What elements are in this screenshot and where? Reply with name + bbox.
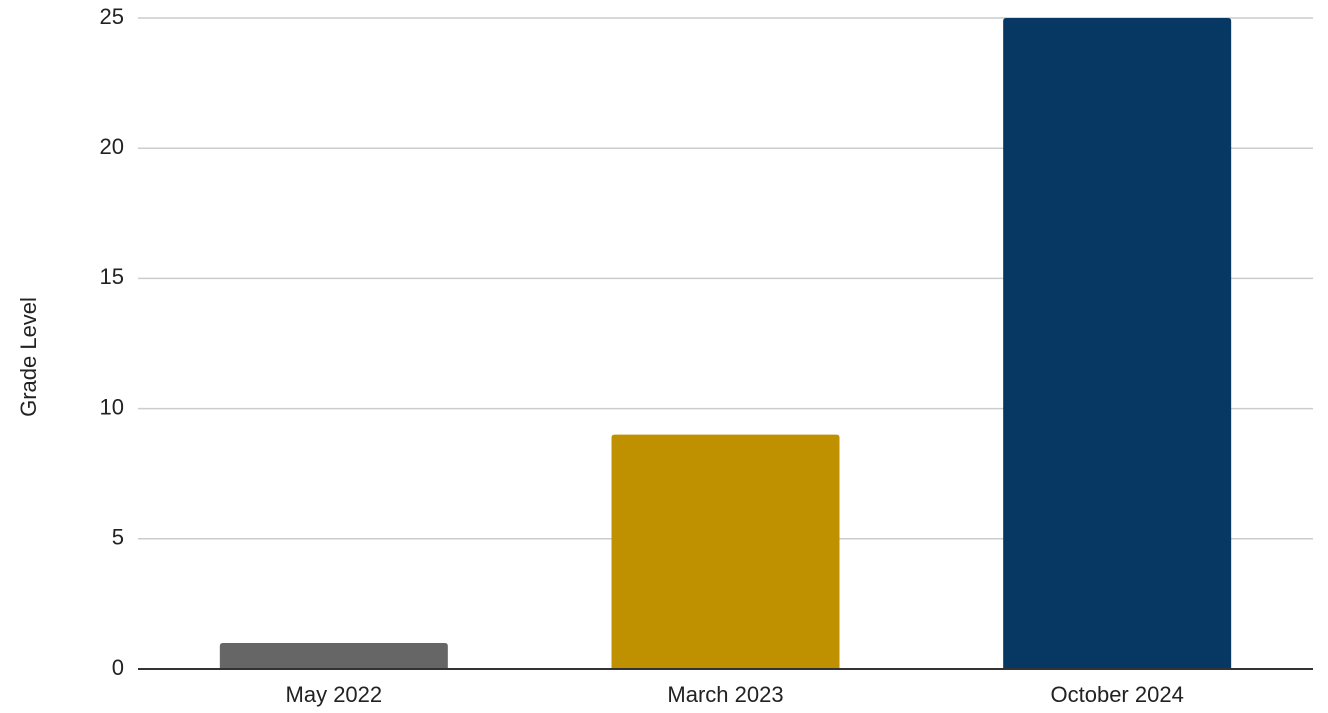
y-tick-label: 20	[100, 134, 124, 159]
y-tick-label: 10	[100, 394, 124, 419]
bar-october-2024	[1003, 18, 1232, 669]
x-axis-tick-labels: May 2022 March 2023 October 2024	[286, 682, 1184, 707]
x-tick-label: October 2024	[1051, 682, 1184, 707]
bar-march-2023	[611, 434, 840, 669]
y-tick-label: 25	[100, 4, 124, 29]
y-tick-label: 5	[112, 525, 124, 550]
y-axis-title: Grade Level	[16, 297, 41, 417]
y-tick-label: 0	[112, 655, 124, 680]
bar-may-2022	[219, 642, 448, 669]
y-tick-label: 15	[100, 264, 124, 289]
y-axis-tick-labels: 0 5 10 15 20 25	[100, 4, 124, 680]
x-tick-label: March 2023	[667, 682, 783, 707]
bars	[219, 18, 1232, 669]
x-tick-label: May 2022	[286, 682, 383, 707]
